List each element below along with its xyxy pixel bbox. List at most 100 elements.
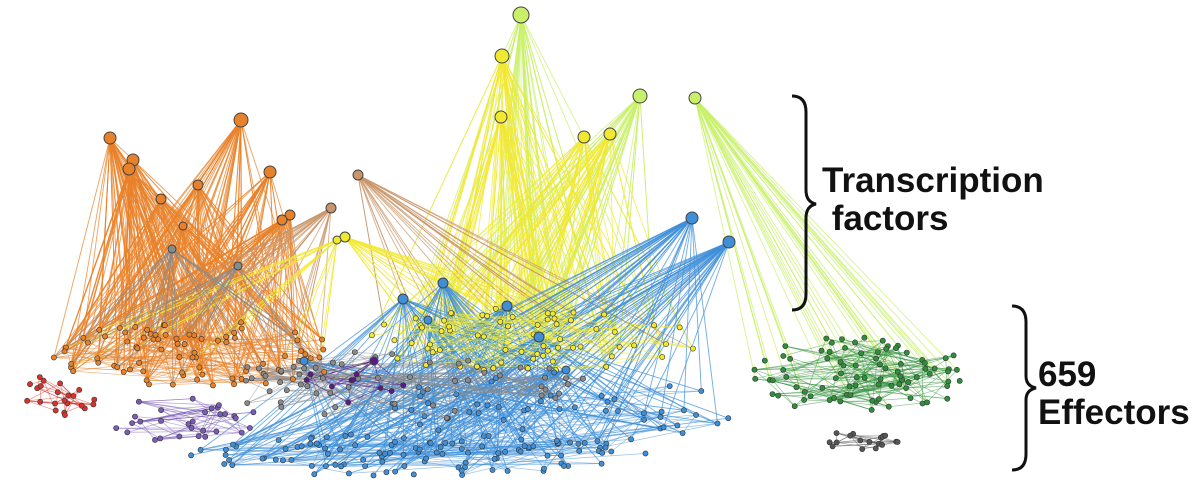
regulatory-edge [98,198,162,331]
effector-node [242,377,249,384]
effector-node [320,346,327,353]
effector-node [602,444,609,451]
effector-node [374,375,381,381]
effector-edge [280,393,317,403]
effector-node [231,381,237,388]
effector-node [307,440,314,447]
regulatory-edge [177,207,332,345]
effector-node [161,322,168,328]
regulatory-edge [694,97,892,386]
regulatory-edge [611,95,641,357]
effector-node [556,390,562,397]
effector-node [641,416,647,423]
regulatory-edge [694,97,923,361]
effector-edge [543,331,615,357]
effector-node [392,468,398,475]
effector-edge [422,312,548,328]
regulatory-edge [508,133,611,310]
effector-node [37,398,44,405]
effector-edge [138,398,193,403]
effector-node [423,455,429,462]
effector-edge [53,332,296,358]
regulatory-edge [296,207,332,341]
effector-edge [160,420,204,432]
effector-node [288,457,295,463]
effector-node [945,368,951,375]
regulatory-edge [201,265,239,340]
regulatory-edge [225,207,332,337]
effector-node [308,462,315,469]
effector-node [52,407,59,414]
effector-node [530,355,537,362]
regulatory-edge [171,248,296,333]
effector-edge [348,387,381,403]
effector-node [248,375,255,382]
regulatory-edge [182,225,323,340]
effector-node [132,324,139,330]
effector-edge [614,398,683,434]
effector-node [391,337,398,344]
effector-node [448,310,454,316]
effector-edge [158,336,227,340]
effector-node [214,337,221,344]
effector-edge [445,408,560,444]
effector-node [642,450,649,457]
regulatory-edge [538,336,678,426]
effector-node [338,361,345,368]
network-edges [26,14,958,476]
effector-node [158,407,164,413]
effector-node [882,365,889,372]
effector-node [277,379,283,386]
effector-node [194,376,200,383]
effector-node [824,355,831,362]
regulatory-edge [150,248,173,335]
effector-node [866,438,873,445]
effector-node [279,457,286,464]
regulatory-edge [124,265,239,333]
effector-edge [117,334,195,368]
effector-node [345,384,352,391]
regulatory-edge [694,97,835,399]
effector-node [861,334,868,341]
effector-edge [420,395,718,424]
effector-edge [195,357,198,380]
transcription-factor-node [494,110,508,124]
effector-node [458,445,465,452]
effector-node [259,455,266,462]
effector-node [558,452,564,459]
effector-node [553,437,560,444]
regulatory-edge [237,265,302,352]
effector-edge [772,385,948,395]
effector-node [496,372,503,379]
effector-node [475,410,482,417]
effector-node [275,437,282,443]
effector-edge [183,374,203,376]
effector-node [143,377,150,384]
effector-edge [554,314,605,319]
regulatory-edge [449,116,502,331]
regulatory-edge [418,282,444,388]
regulatory-edge [643,217,693,414]
effector-edge [161,409,236,419]
regulatory-edge [65,239,338,349]
effector-edge [293,366,556,399]
effector-node [837,398,844,405]
transcription-factor-node [155,193,167,205]
effector-edge [83,337,131,370]
effector-node [94,355,101,362]
effector-edge [860,352,928,403]
transcription-factors-brace [791,94,817,312]
effector-node [65,392,72,399]
regulatory-edge [694,97,833,343]
effector-node [332,404,339,411]
effector-node [883,345,890,352]
effector-edge [596,328,607,367]
effector-node [567,439,573,446]
effector-node [565,381,571,388]
effector-node [202,433,209,440]
effector-node [158,346,165,353]
effector-node [439,450,446,457]
effector-edge [104,336,178,345]
effector-node [443,414,450,421]
effector-node [449,440,456,447]
